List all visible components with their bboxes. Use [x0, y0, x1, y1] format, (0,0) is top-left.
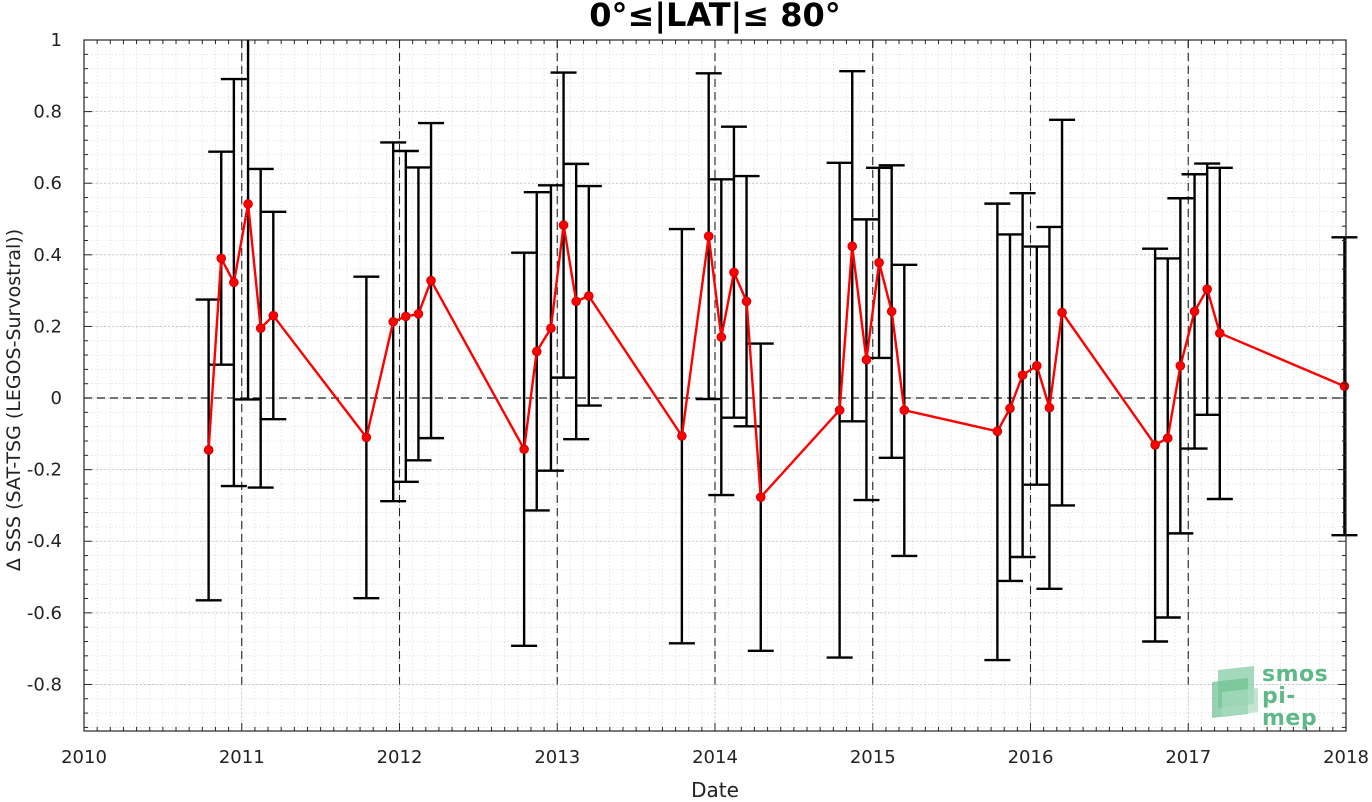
data-point: [1044, 402, 1055, 413]
data-point: [1057, 307, 1067, 318]
data-point: [243, 199, 253, 209]
y-tick-label: 0.8: [33, 102, 62, 123]
data-point: [571, 296, 581, 307]
x-tick-label: 2013: [534, 747, 580, 768]
x-tick-label: 2016: [1008, 747, 1054, 768]
logo-text-smos: smos: [1262, 662, 1329, 687]
logo-emblem-icon: [1212, 666, 1258, 718]
data-point: [861, 354, 872, 365]
x-tick-labels: 2010 2011 2012 2013 2014 2015 2016 2017 2018: [61, 747, 1369, 768]
data-point: [847, 241, 858, 252]
data-point: [1005, 403, 1015, 414]
reference-lines: [84, 40, 1346, 685]
data-point: [992, 426, 1003, 437]
data-point: [1339, 381, 1350, 392]
y-tick-label: 0.4: [33, 245, 62, 266]
axes-box: [83, 39, 1347, 732]
x-tick-label: 2012: [377, 747, 423, 768]
data-point: [1215, 328, 1225, 339]
data-point: [203, 445, 214, 455]
x-tick-label: 2018: [1323, 747, 1369, 768]
data-point: [255, 323, 266, 334]
data-point: [1162, 433, 1173, 443]
data-point: [1017, 370, 1028, 380]
data-point: [755, 492, 766, 503]
data-point: [834, 405, 845, 416]
data-point: [1150, 440, 1160, 450]
x-tick-label: 2015: [850, 747, 896, 768]
data-point: [268, 310, 279, 321]
y-tick-labels: -0.8 -0.6 -0.4 -0.2 0 0.2 0.4 0.6 0.8 1: [27, 30, 62, 695]
data-point: [874, 257, 884, 268]
logo-text-pimep: pi-mep: [1262, 684, 1318, 731]
chart-title: 0°≤|LAT|≤ 80°: [589, 0, 841, 34]
y-tick-label: -0.4: [27, 531, 62, 552]
data-point: [1189, 306, 1200, 317]
x-tick-label: 2011: [219, 747, 265, 768]
y-tick-label: -0.6: [27, 603, 62, 624]
data-point: [216, 253, 227, 264]
series-line: [207, 202, 1345, 499]
data-markers: [203, 199, 1350, 503]
data-point: [413, 309, 424, 319]
data-point: [519, 444, 529, 455]
data-point: [584, 291, 594, 301]
data-point: [388, 316, 398, 327]
data-point: [1032, 361, 1042, 371]
data-point: [729, 267, 739, 278]
series-path: [207, 202, 1345, 499]
data-point: [361, 432, 372, 443]
x-tick-label: 2014: [692, 747, 738, 768]
data-point: [229, 277, 239, 288]
data-point: [741, 296, 752, 307]
data-point: [401, 311, 411, 322]
y-tick-label: 0.6: [33, 173, 62, 194]
data-point: [1175, 361, 1186, 371]
y-tick-label: 0.2: [33, 316, 62, 337]
data-point: [1202, 284, 1212, 294]
data-point: [558, 220, 569, 230]
x-tick-label: 2017: [1165, 747, 1211, 768]
y-tick-label: 0: [51, 388, 62, 409]
y-tick-label: -0.2: [27, 460, 62, 481]
data-point: [886, 306, 897, 317]
y-tick-label: 1: [51, 30, 62, 51]
data-point: [703, 231, 714, 242]
y-tick-label: -0.8: [27, 674, 62, 695]
data-point: [716, 332, 727, 342]
error-bars: [195, 40, 1358, 662]
x-axis-label: Date: [691, 778, 739, 802]
data-point: [546, 323, 556, 334]
x-tick-label: 2010: [61, 747, 107, 768]
data-point: [531, 346, 542, 357]
data-point: [899, 405, 910, 416]
data-point: [426, 275, 436, 286]
data-point: [677, 431, 687, 441]
y-axis-label: Δ SSS (SAT-TSG (LEGOS-Survostral)): [3, 228, 25, 572]
smos-pi-mep-logo: smos pi-mep: [1208, 660, 1348, 730]
